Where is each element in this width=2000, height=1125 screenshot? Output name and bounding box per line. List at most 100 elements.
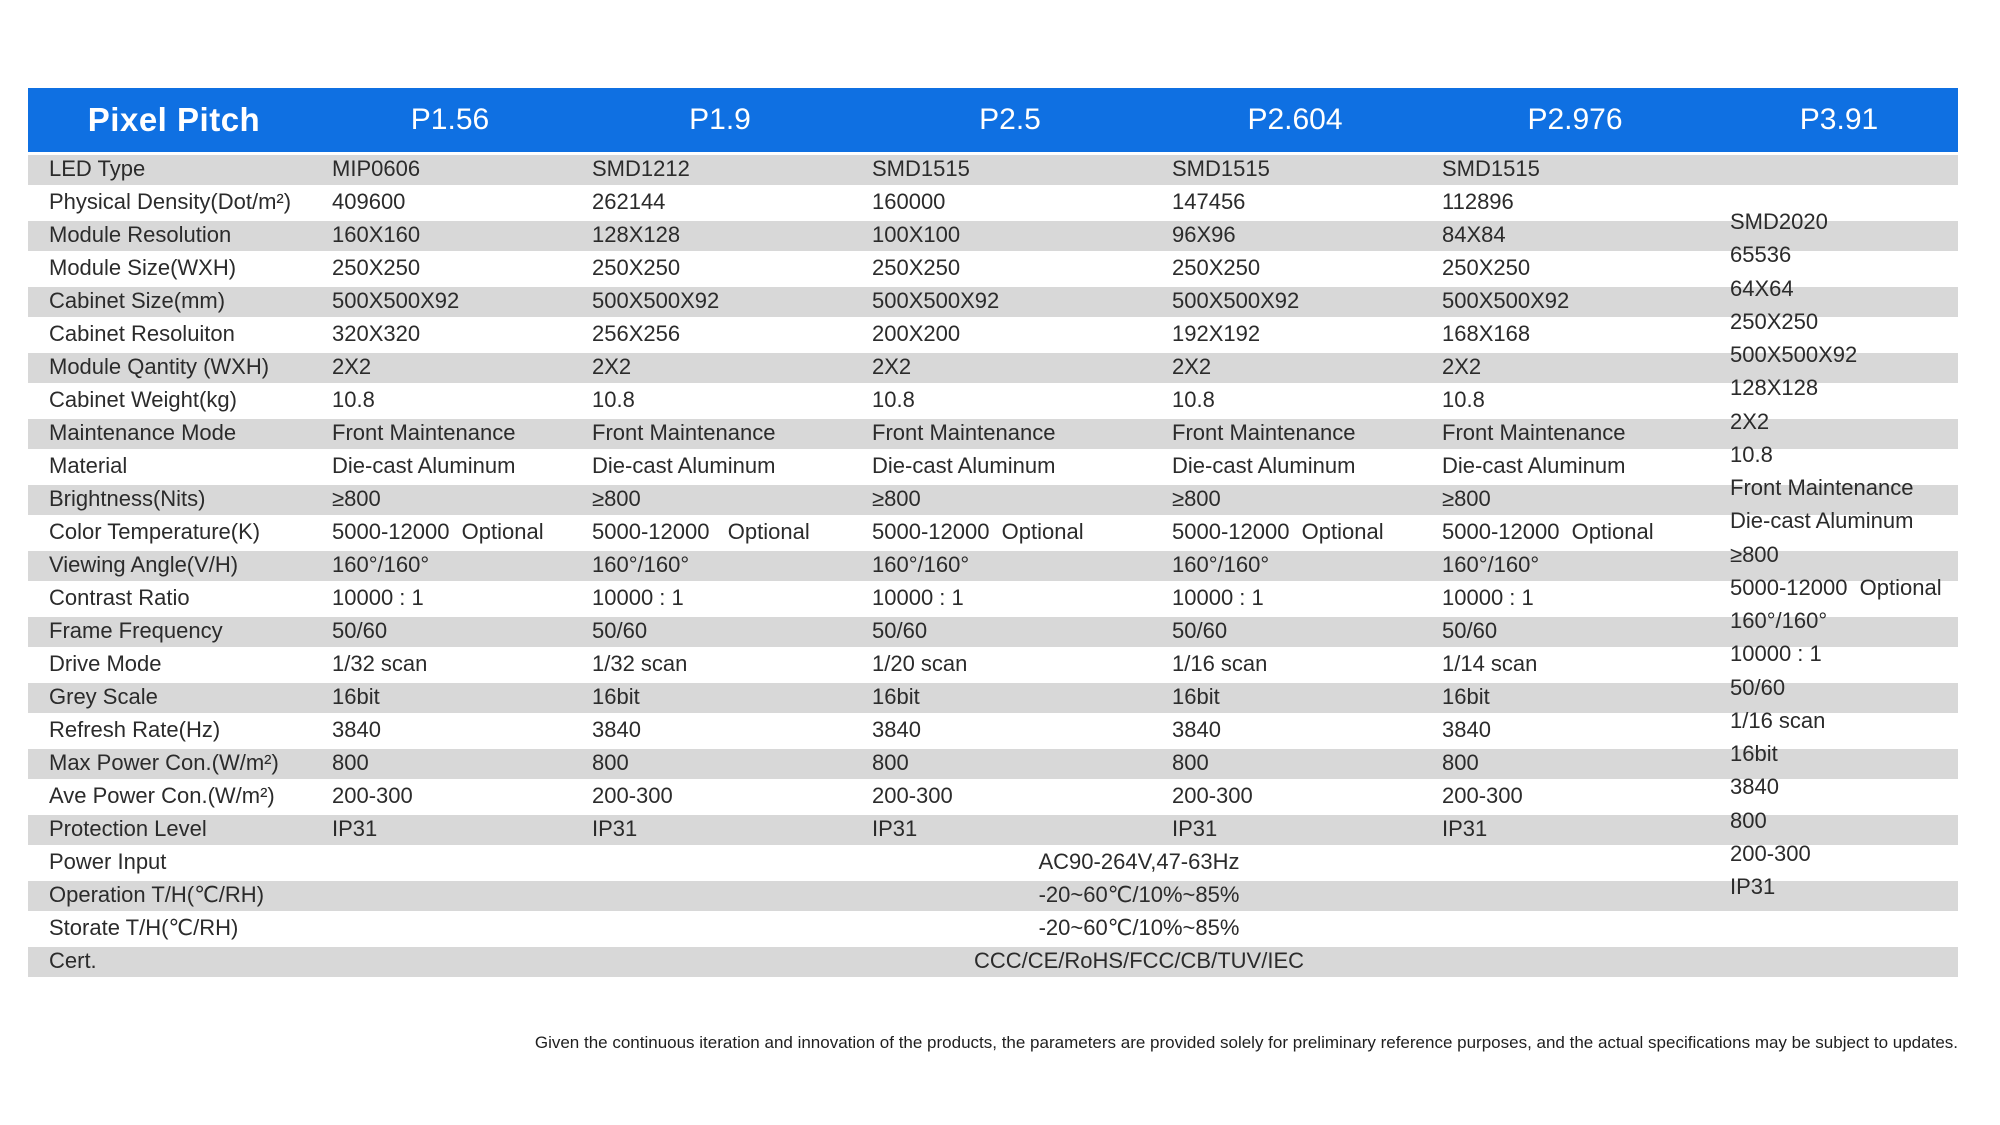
cell-value: 147456 [1172, 188, 1246, 214]
cell-value: ≥800 [1172, 485, 1221, 511]
cell-value: 16bit [872, 683, 920, 709]
cell-value: IP31 [1442, 815, 1488, 841]
cell-value: 200-300 [592, 782, 673, 808]
cell-value: Die-cast Aluminum [872, 452, 1056, 478]
cell-value: 112896 [1442, 188, 1514, 214]
row-label: Storate T/H(℃/RH) [49, 914, 239, 940]
cell-value: SMD1515 [872, 155, 970, 181]
cell-value: ≥800 [592, 485, 641, 511]
row-label: Operation T/H(℃/RH) [49, 881, 265, 907]
cell-value: IP31 [332, 815, 378, 841]
table-row: Max Power Con.(W/m²) 800 800 800 800 800 [28, 746, 1958, 779]
cell-value: 84X84 [1442, 221, 1506, 247]
row-label: Ave Power Con.(W/m²) [49, 782, 275, 808]
table-row: Brightness(Nits) ≥800 ≥800 ≥800 ≥800 ≥800 [28, 482, 1958, 515]
p391-value-line: 128X128 [1730, 375, 1819, 401]
row-label: Max Power Con.(W/m²) [49, 749, 279, 775]
cell-value: 200X200 [872, 320, 961, 346]
disclaimer-note: Given the continuous iteration and innov… [534, 1033, 1958, 1052]
cell-value: 3840 [1172, 716, 1221, 742]
p391-value-line: Front Maintenance [1730, 475, 1914, 500]
p391-values-column: SMD2020 65536 64X64 250X250 500X500X92 128X12… [1730, 205, 1942, 903]
p391-value-line: 200-300 [1730, 840, 1811, 866]
cell-value: SMD1515 [1442, 155, 1540, 181]
cell-value: 10000 : 1 [332, 584, 424, 610]
cell-value: 2X2 [332, 353, 372, 379]
row-label: Cert. [49, 947, 97, 973]
cell-value: 800 [592, 749, 629, 775]
cell-value: 250X250 [1442, 254, 1531, 280]
p391-value-line: 3840 [1730, 774, 1779, 800]
p391-value-line: 65536 [1730, 242, 1792, 268]
table-row: Power Input AC90-264V,47-63Hz [28, 845, 1958, 878]
p391-value-line: 10.8 [1730, 441, 1773, 467]
p391-value-line: 250X250 [1730, 308, 1819, 334]
table-row: Viewing Angle(V/H) 160°/160° 160°/160° 160°… [28, 548, 1958, 581]
cell-value: 5000-12000 Optional [1442, 518, 1654, 544]
cell-value: 500X500X92 [872, 287, 1000, 313]
header-col-p2-604: P2.604 [1247, 103, 1343, 136]
row-label: Maintenance Mode [49, 419, 237, 445]
row-label: Viewing Angle(V/H) [49, 551, 239, 577]
p391-value-line: Die-cast Aluminum [1730, 508, 1914, 534]
row-label: Module Qantity (WXH) [49, 353, 270, 379]
cell-value: 16bit [332, 683, 380, 709]
cell-value: 50/60 [1172, 617, 1228, 643]
cell-value: Die-cast Aluminum [1172, 452, 1356, 478]
table-row: Grey Scale 16bit 16bit 16bit 16bit 16bit [28, 680, 1958, 713]
cell-value: IP31 [872, 815, 918, 841]
table-row: Cert. CCC/CE/RoHS/FCC/CB/TUV/IEC [28, 944, 1958, 977]
cell-value: 200-300 [1172, 782, 1253, 808]
cell-value: 1/14 scan [1442, 650, 1538, 676]
cell-value: IP31 [1172, 815, 1218, 841]
p391-value-line: 1/16 scan [1730, 707, 1826, 733]
cell-value: 160000 [872, 188, 946, 214]
table-row: Contrast Ratio 10000 : 1 10000 : 1 10000 : … [28, 581, 1958, 614]
cell-value: 160X160 [332, 221, 421, 247]
table-row: Protection Level IP31 IP31 IP31 IP31 IP31 [28, 812, 1958, 845]
row-label: Cabinet Weight(kg) [49, 386, 237, 412]
merged-cell-value: -20~60℃/10%~85% [1038, 881, 1240, 907]
cell-value: 192X192 [1172, 320, 1261, 346]
cell-value: 50/60 [872, 617, 928, 643]
cell-value: 5000-12000 Optional [332, 518, 544, 544]
cell-value: SMD1515 [1172, 155, 1270, 181]
cell-value: 128X128 [592, 221, 681, 247]
cell-value: 50/60 [332, 617, 388, 643]
cell-value: 5000-12000 Optional [872, 518, 1084, 544]
cell-value: 800 [332, 749, 369, 775]
cell-value: 320X320 [332, 320, 421, 346]
p391-value-line: 64X64 [1730, 275, 1794, 301]
row-label: Cabinet Size(mm) [49, 287, 226, 313]
row-label: Brightness(Nits) [49, 485, 206, 511]
cell-value: 10000 : 1 [1172, 584, 1264, 610]
cell-value: 3840 [1442, 716, 1491, 742]
cell-value: Front Maintenance [592, 419, 776, 445]
cell-value: Die-cast Aluminum [332, 452, 516, 478]
table-header-row: Pixel Pitch P1.56 P1.9 P2.5 P2.604 P2.976 P3.… [28, 88, 1958, 152]
row-label: Drive Mode [49, 650, 162, 676]
table-row: Operation T/H(℃/RH) -20~60℃/10%~85% [28, 878, 1958, 911]
cell-value: 800 [1172, 749, 1209, 775]
cell-value: 5000-12000 Optional [592, 518, 810, 544]
cell-value: 16bit [1442, 683, 1490, 709]
table-row: Color Temperature(K) 5000-12000 Optional 5… [28, 515, 1958, 548]
cell-value: 160°/160° [1172, 551, 1270, 577]
p391-value-line: 50/60 [1730, 674, 1786, 700]
cell-value: 160°/160° [1442, 551, 1540, 577]
cell-value: 250X250 [592, 254, 681, 280]
cell-value: 160°/160° [332, 551, 430, 577]
cell-value: 10.8 [872, 386, 915, 412]
cell-value: 50/60 [592, 617, 648, 643]
cell-value: 1/16 scan [1172, 650, 1268, 676]
header-col-p3-91: P3.91 [1799, 103, 1879, 136]
cell-value: 10.8 [1172, 386, 1215, 412]
cell-value: 100X100 [872, 221, 961, 247]
row-label: Physical Density(Dot/m²) [49, 188, 292, 214]
cell-value: ≥800 [332, 485, 381, 511]
table-row: Cabinet Size(mm) 500X500X92 500X500X92 500X… [28, 284, 1958, 317]
cell-value: 50/60 [1442, 617, 1498, 643]
row-label: Module Resolution [49, 221, 232, 247]
cell-value: Front Maintenance [1442, 419, 1626, 445]
cell-value: Front Maintenance [872, 419, 1056, 445]
